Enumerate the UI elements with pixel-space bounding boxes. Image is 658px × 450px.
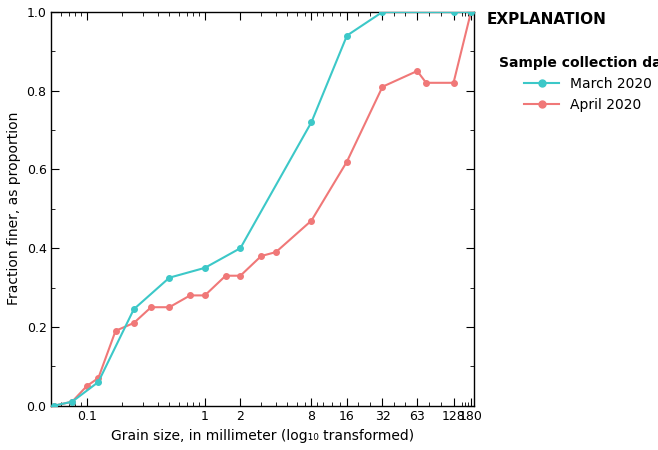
March 2020 [378, 9, 386, 15]
X-axis label: Grain size, in millimeter (log₁₀ transformed): Grain size, in millimeter (log₁₀ transfo… [111, 429, 414, 443]
Line: March 2020: March 2020 [51, 9, 474, 409]
March 2020 [68, 399, 76, 405]
April 2020 [165, 305, 173, 310]
April 2020 [413, 68, 421, 74]
Text: EXPLANATION: EXPLANATION [486, 12, 606, 27]
Line: April 2020: April 2020 [51, 9, 474, 409]
March 2020 [165, 275, 173, 280]
April 2020 [272, 249, 280, 255]
April 2020 [147, 305, 155, 310]
March 2020 [307, 120, 315, 125]
April 2020 [51, 403, 59, 408]
March 2020 [449, 9, 457, 15]
April 2020 [130, 320, 138, 326]
March 2020 [201, 265, 209, 270]
April 2020 [222, 273, 230, 279]
April 2020 [378, 84, 386, 90]
April 2020 [186, 292, 194, 298]
March 2020 [236, 245, 244, 251]
Legend: March 2020, April 2020: March 2020, April 2020 [494, 50, 658, 117]
April 2020 [83, 383, 91, 389]
March 2020 [51, 403, 59, 408]
March 2020 [94, 379, 102, 385]
March 2020 [343, 33, 351, 38]
April 2020 [112, 328, 120, 333]
April 2020 [68, 399, 76, 405]
April 2020 [343, 159, 351, 164]
Y-axis label: Fraction finer, as proportion: Fraction finer, as proportion [7, 112, 21, 306]
March 2020 [130, 306, 138, 312]
April 2020 [94, 375, 102, 381]
March 2020 [467, 9, 475, 15]
April 2020 [449, 80, 457, 86]
April 2020 [467, 9, 475, 15]
April 2020 [201, 292, 209, 298]
April 2020 [422, 80, 430, 86]
April 2020 [257, 253, 265, 259]
April 2020 [236, 273, 244, 279]
April 2020 [307, 218, 315, 223]
